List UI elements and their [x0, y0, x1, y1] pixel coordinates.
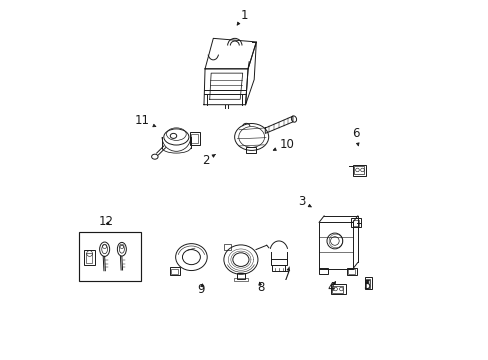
- Bar: [331, 286, 342, 293]
- Text: 3: 3: [298, 195, 311, 208]
- Text: 12: 12: [98, 215, 113, 228]
- Bar: [233, 278, 247, 281]
- Bar: [364, 277, 371, 289]
- Bar: [86, 253, 92, 263]
- Text: 7: 7: [283, 267, 290, 283]
- Text: 4: 4: [327, 281, 335, 294]
- Text: 2: 2: [202, 154, 215, 167]
- Bar: [169, 267, 180, 275]
- Bar: [352, 165, 366, 176]
- Bar: [346, 268, 357, 275]
- Bar: [352, 220, 359, 226]
- Text: 6: 6: [351, 127, 359, 146]
- Bar: [347, 269, 354, 274]
- Bar: [319, 267, 327, 274]
- Bar: [365, 279, 369, 288]
- Text: 10: 10: [273, 138, 294, 150]
- Bar: [79, 231, 140, 281]
- Bar: [330, 284, 345, 294]
- Bar: [246, 147, 256, 153]
- Text: 5: 5: [362, 279, 369, 292]
- Text: 1: 1: [237, 9, 248, 25]
- Bar: [353, 166, 364, 174]
- Bar: [272, 265, 285, 271]
- Bar: [171, 269, 178, 274]
- Text: 8: 8: [256, 281, 264, 294]
- Text: 11: 11: [135, 114, 156, 127]
- Bar: [83, 250, 94, 265]
- Bar: [270, 259, 286, 265]
- Bar: [190, 132, 200, 145]
- Bar: [351, 219, 361, 227]
- Bar: [236, 273, 244, 279]
- Bar: [223, 244, 230, 249]
- Bar: [191, 134, 198, 143]
- Text: 9: 9: [197, 283, 205, 296]
